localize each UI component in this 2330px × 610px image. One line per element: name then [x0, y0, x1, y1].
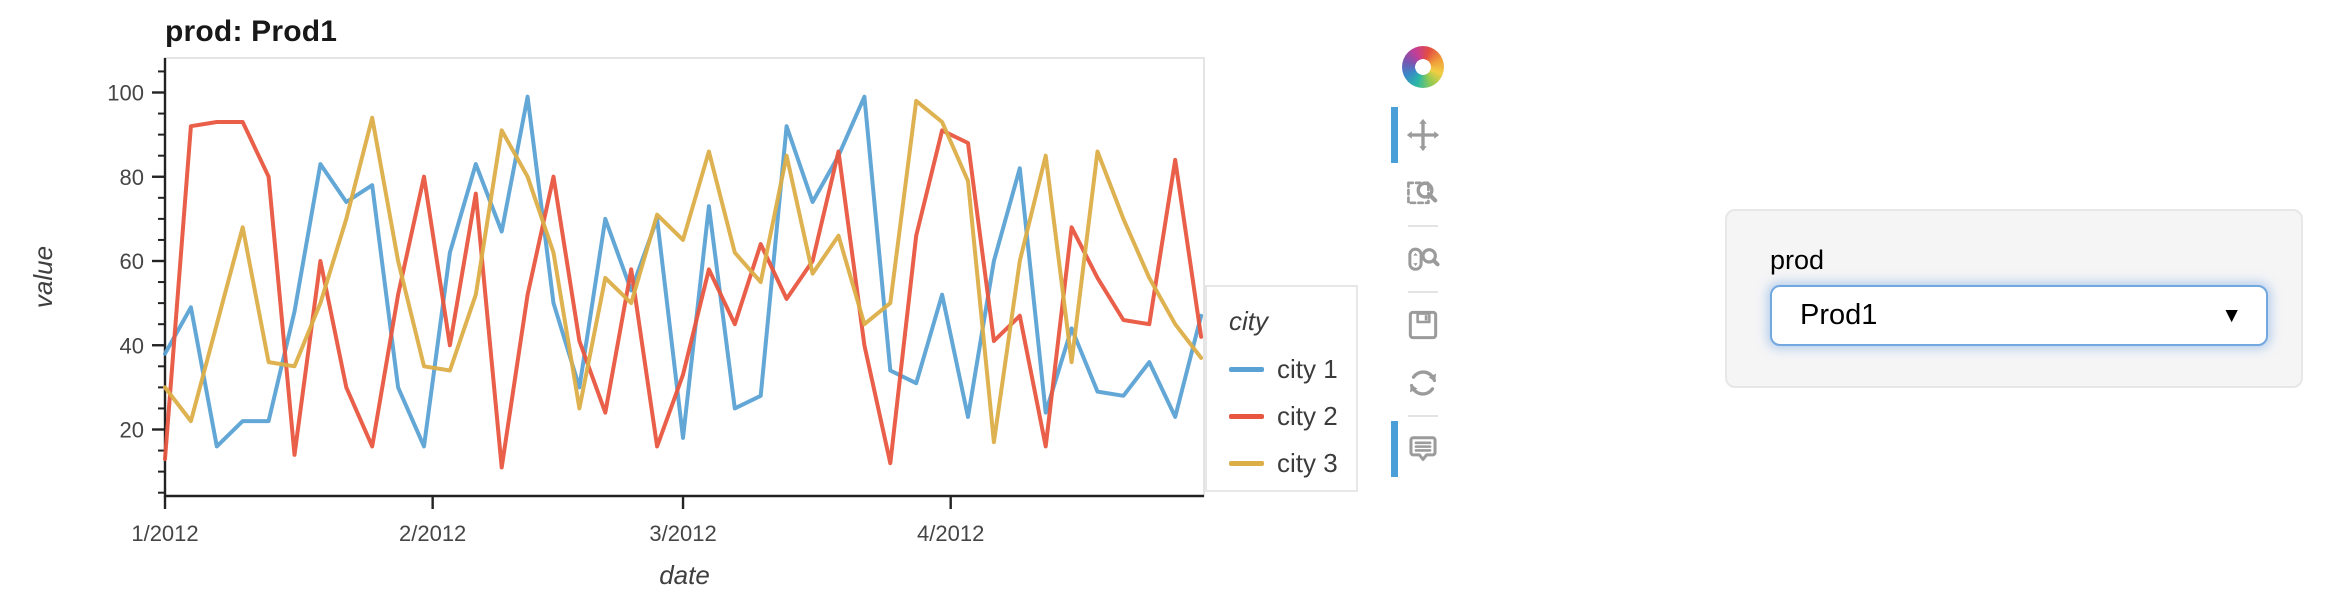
hover-tool-button[interactable]: [1391, 420, 1455, 478]
widget-panel: prod Prod1 ▼: [1725, 209, 2303, 388]
y-tick-label: 80: [120, 165, 144, 190]
legend-title: city: [1229, 306, 1268, 336]
toolbar-divider: [1408, 225, 1438, 227]
legend-line-swatch: [1229, 413, 1264, 419]
chevron-down-icon: ▼: [2221, 303, 2242, 327]
series-line-city-2: [163, 120, 1204, 470]
series-line-city-3: [163, 98, 1204, 445]
save-icon: [1408, 310, 1438, 340]
bokeh-toolbar: [1391, 46, 1455, 478]
save-tool-button[interactable]: [1391, 296, 1455, 354]
chart-legend: city city 1 city 2 city 3: [1205, 285, 1358, 492]
pan-tool-button[interactable]: [1391, 106, 1455, 164]
x-tick-label: 2/2012: [399, 521, 466, 546]
series-line-city-1: [163, 94, 1204, 449]
y-tick-label: 60: [120, 249, 144, 274]
y-tick-label: 40: [120, 333, 144, 358]
pan-icon: [1406, 118, 1440, 152]
select-label: prod: [1770, 245, 1825, 275]
prod-select[interactable]: Prod1 ▼: [1770, 285, 2268, 346]
legend-entry: city 2: [1229, 401, 1356, 431]
toolbar-divider: [1408, 291, 1438, 293]
x-tick-label: 1/2012: [131, 521, 198, 546]
box-zoom-icon: [1407, 181, 1438, 205]
legend-entry-label: city 3: [1277, 447, 1338, 478]
legend-entry-label: city 2: [1277, 400, 1338, 431]
legend-entry: city 3: [1229, 448, 1356, 478]
legend-line-swatch: [1229, 366, 1264, 372]
y-tick-label: 20: [120, 418, 144, 443]
x-tick-label: 3/2012: [649, 521, 716, 546]
chart-title: prod: Prod1: [165, 15, 338, 48]
reset-tool-button[interactable]: [1391, 354, 1455, 412]
wheel-zoom-icon: [1408, 247, 1440, 271]
bokeh-logo-icon[interactable]: [1402, 46, 1444, 88]
legend-items: city 1 city 2 city 3: [1229, 354, 1356, 478]
reset-icon: [1409, 370, 1437, 396]
legend-entry-label: city 1: [1277, 353, 1338, 384]
box-zoom-tool-button[interactable]: [1391, 164, 1455, 222]
wheel-zoom-tool-button[interactable]: [1391, 230, 1455, 288]
y-tick-label: 100: [107, 81, 144, 106]
hover-icon: [1409, 436, 1437, 461]
select-value: Prod1: [1800, 299, 1878, 331]
legend-entry: city 1: [1229, 354, 1356, 384]
toolbar-divider: [1408, 415, 1438, 417]
x-axis-title: date: [659, 560, 710, 590]
x-tick-label: 4/2012: [917, 521, 984, 546]
y-axis-title: value: [28, 246, 58, 308]
legend-line-swatch: [1229, 460, 1264, 466]
